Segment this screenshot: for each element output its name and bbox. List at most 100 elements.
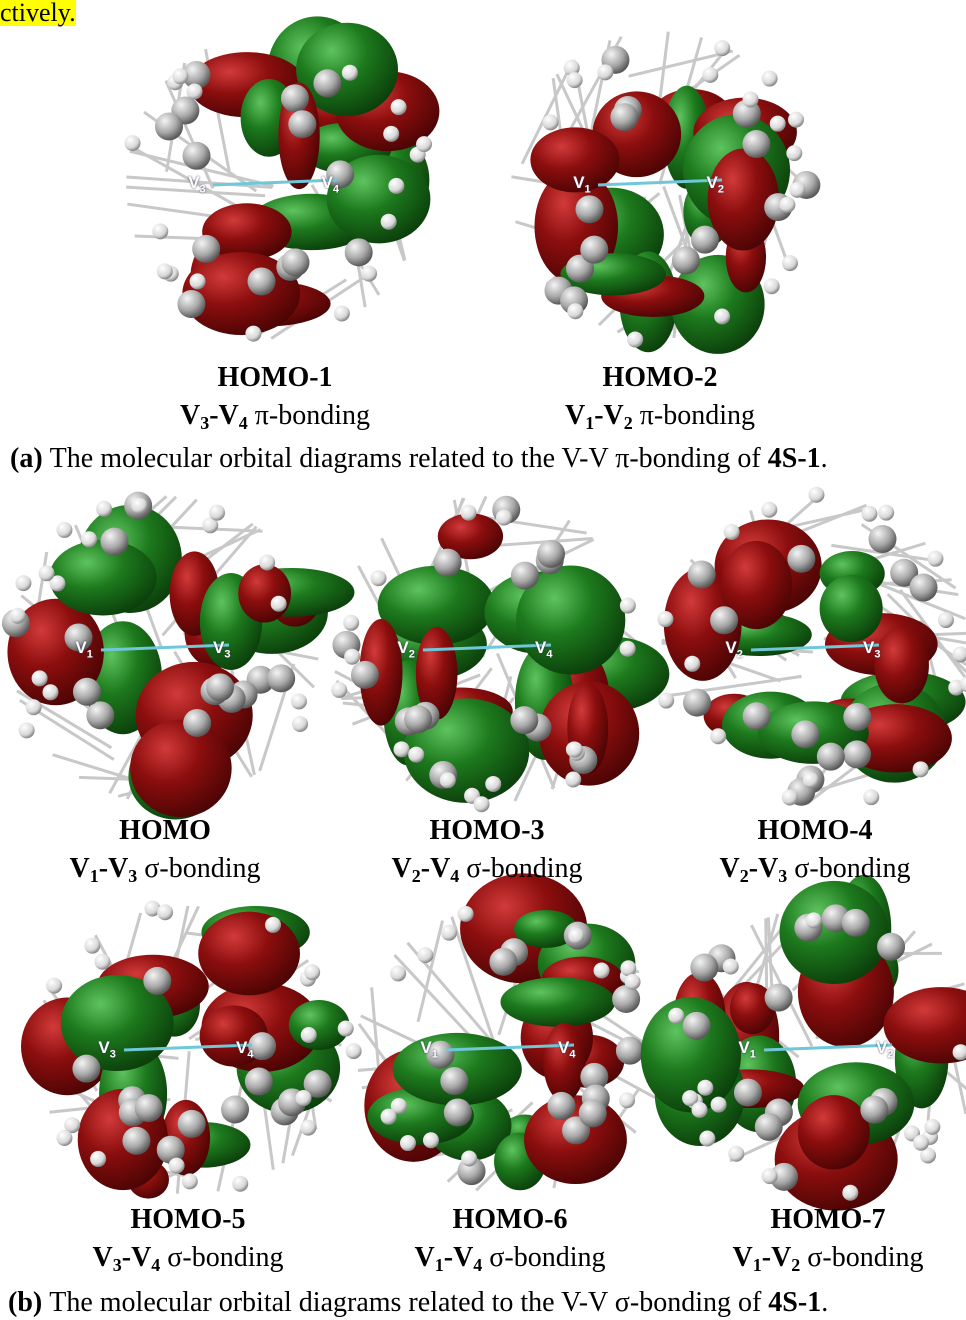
- hydrogen-atom: [496, 510, 512, 526]
- lobe: [543, 1023, 585, 1102]
- carbon-atom: [100, 528, 128, 556]
- header-fragment: ctively.: [0, 0, 76, 26]
- hydrogen-atom: [762, 1168, 778, 1184]
- atom-symbol: V: [397, 638, 408, 657]
- orbital-image: [511, 32, 820, 354]
- hydrogen-atom: [568, 928, 584, 944]
- atom-symbol: V: [573, 173, 584, 192]
- bond-type: σ-bonding: [144, 853, 260, 884]
- hydrogen-atom: [594, 962, 610, 978]
- atom-index: 3: [224, 648, 230, 660]
- hydrogen-atom: [46, 978, 62, 994]
- hydrogen-atom: [842, 1185, 858, 1201]
- atom-symbol: V: [733, 1242, 753, 1273]
- caption: (b)The molecular orbital diagrams relate…: [8, 1287, 828, 1319]
- hydrogen-atom: [416, 136, 432, 152]
- hydrogen-atom: [743, 91, 759, 107]
- carbon-atom: [616, 1037, 644, 1065]
- bond-type: σ-bonding: [466, 853, 582, 884]
- hydrogen-atom: [684, 656, 700, 672]
- atom-symbol: V: [415, 1242, 435, 1273]
- hydrogen-atom: [702, 67, 718, 83]
- atom-label: V1: [420, 1038, 437, 1060]
- orbital-name: HOMO-4: [757, 815, 872, 847]
- carbon-atom: [787, 545, 815, 573]
- atom-symbol: -V: [209, 400, 239, 431]
- carbon-atom: [537, 540, 565, 568]
- carbon-atom: [73, 678, 101, 706]
- atom-index: 2: [409, 648, 415, 660]
- figure-images: [0, 0, 966, 1320]
- hydrogen-atom: [723, 959, 739, 975]
- atom-index: 1: [585, 183, 591, 195]
- hydrogen-atom: [301, 1027, 317, 1043]
- atom-label: V2: [707, 173, 724, 195]
- hydrogen-atom: [265, 917, 281, 933]
- bond-type: σ-bonding: [167, 1242, 283, 1273]
- bonding-label: V2-V3σ-bonding: [720, 853, 911, 885]
- hydrogen-atom: [94, 954, 110, 970]
- atom-index: 4: [333, 183, 339, 195]
- hydrogen-atom: [190, 273, 206, 289]
- atom-symbol: V: [188, 173, 199, 192]
- atom-symbol: V: [535, 638, 546, 657]
- hydrogen-atom: [692, 1102, 708, 1118]
- hydrogen-atom: [391, 99, 407, 115]
- carbon-atom: [206, 673, 234, 701]
- atom-symbol: V: [720, 853, 740, 884]
- atom-symbol: V: [322, 173, 333, 192]
- carbon-atom: [755, 1113, 783, 1141]
- carbon-atom: [710, 606, 738, 634]
- carbon-atom: [281, 84, 309, 112]
- atom-index: 4: [569, 1048, 575, 1060]
- atom-index: 1: [432, 1048, 438, 1060]
- atom-index: 3: [874, 648, 880, 660]
- atom-index: 2: [718, 183, 724, 195]
- lobe: [798, 1095, 870, 1169]
- carbon-atom: [313, 69, 341, 97]
- hydrogen-atom: [331, 682, 347, 698]
- carbon-atom: [817, 743, 845, 771]
- lobe: [130, 720, 232, 817]
- atom-symbol: V: [213, 638, 224, 657]
- carbon-atom: [868, 525, 896, 553]
- carbon-atom: [877, 933, 905, 961]
- carbon-atom: [183, 709, 211, 737]
- subscript: 2: [412, 866, 421, 886]
- carbon-atom: [843, 703, 871, 731]
- caption-text: The molecular orbital diagrams related t…: [49, 1287, 761, 1318]
- hydrogen-atom: [782, 789, 798, 805]
- hydrogen-atom: [381, 214, 397, 230]
- caption-label: (b): [8, 1287, 42, 1318]
- bond-type: π-bonding: [640, 400, 755, 431]
- atom-symbol: V: [420, 1038, 431, 1057]
- carbon-atom: [734, 1079, 762, 1107]
- hydrogen-atom: [924, 1119, 940, 1135]
- hydrogen-atom: [567, 303, 583, 319]
- hydrogen-atom: [567, 742, 583, 758]
- carbon-atom: [909, 574, 937, 602]
- orbital-name: HOMO-6: [452, 1204, 567, 1236]
- hydrogen-atom: [788, 112, 804, 128]
- carbon-atom: [610, 103, 638, 131]
- hydrogen-atom: [658, 693, 674, 709]
- carbon-atom: [248, 267, 276, 295]
- hydrogen-atom: [543, 114, 559, 130]
- atom-symbol: V: [876, 1038, 887, 1057]
- atom-symbol: V: [93, 1242, 113, 1273]
- lobe: [238, 564, 291, 622]
- orbital-name: HOMO-1: [217, 362, 332, 394]
- hydrogen-atom: [938, 612, 954, 628]
- carbon-atom: [86, 701, 114, 729]
- bond-line: [418, 921, 442, 1022]
- carbon-atom: [791, 720, 819, 748]
- carbon-atom: [155, 112, 183, 140]
- atom-index: 3: [200, 183, 206, 195]
- hydrogen-atom: [271, 596, 287, 612]
- hydrogen-atom: [567, 72, 583, 88]
- bond-type: σ-bonding: [794, 853, 910, 884]
- orbital-name: HOMO-2: [602, 362, 717, 394]
- page: ctively. (() => { const data = JSON.pars…: [0, 0, 966, 1320]
- hydrogen-atom: [728, 1146, 744, 1162]
- atom-label: V2: [725, 638, 742, 660]
